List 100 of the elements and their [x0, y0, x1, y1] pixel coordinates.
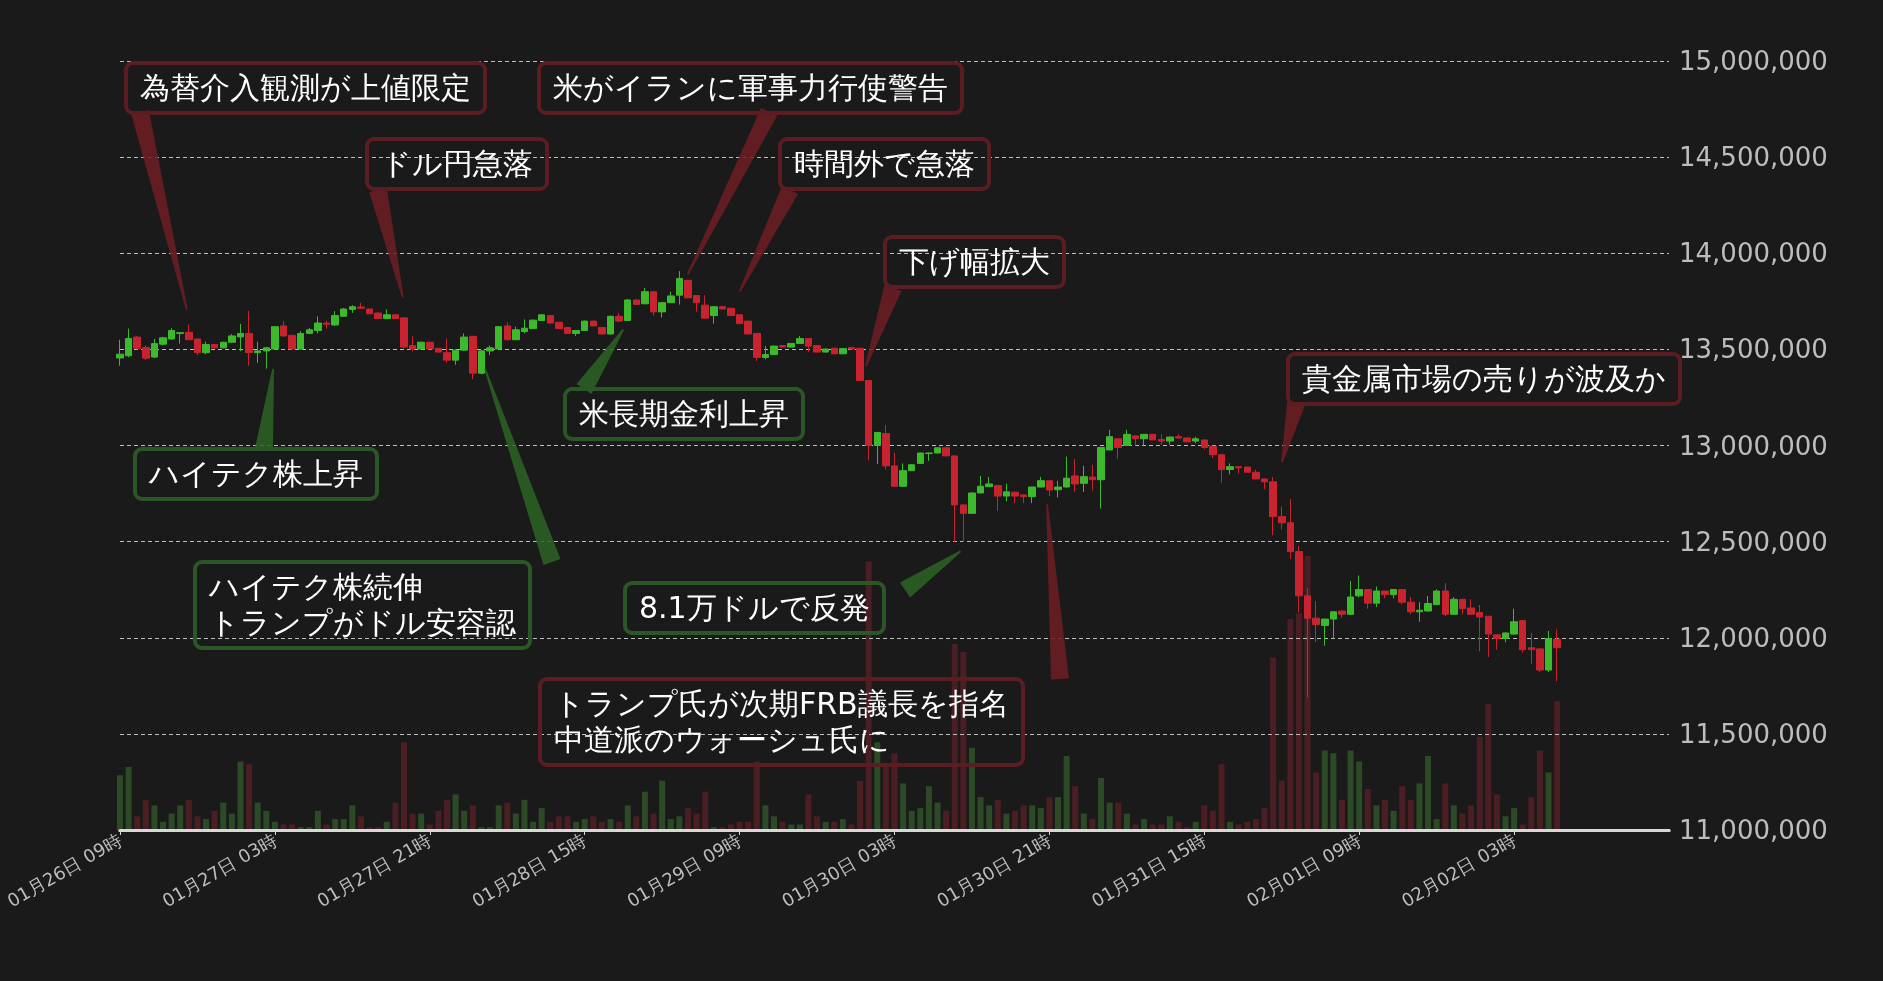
bar: [1098, 777, 1105, 830]
candlestick: [1338, 610, 1346, 619]
bar: [185, 799, 192, 830]
bar: [168, 813, 175, 830]
bar: [194, 816, 201, 830]
bar: [1468, 805, 1475, 830]
bar: [986, 805, 993, 830]
bar: [461, 810, 468, 830]
bar: [624, 805, 631, 830]
bar: [1020, 805, 1027, 830]
candlestick: [1192, 436, 1199, 444]
bar: [1055, 797, 1062, 830]
candlestick: [1347, 580, 1354, 616]
candlestick: [831, 347, 838, 355]
annotation: 8.1万ドルで反発: [639, 590, 870, 626]
bar: [1106, 802, 1113, 830]
x-tick-label: 01月27日 03時: [158, 828, 281, 912]
annotation: トランプ氏が次期FRB議長を指名: [554, 686, 1009, 722]
bar: [134, 816, 141, 830]
bar: [1141, 819, 1148, 830]
bar: [684, 808, 691, 830]
candlestick: [1003, 483, 1010, 502]
bar: [1364, 788, 1371, 830]
bar: [1278, 780, 1285, 830]
bar: [263, 810, 270, 830]
bar: [177, 805, 184, 830]
candlestick: [1450, 596, 1458, 616]
bar: [1425, 756, 1432, 830]
candlestick: [349, 304, 356, 314]
candlestick: [598, 326, 606, 335]
bar: [254, 802, 261, 830]
bar: [943, 810, 950, 830]
bar: [1459, 813, 1466, 830]
bar: [495, 805, 502, 830]
bar: [1485, 703, 1492, 830]
bar: [246, 764, 253, 830]
bar: [882, 766, 889, 830]
bar: [211, 810, 218, 830]
bar: [633, 816, 640, 830]
bar: [1072, 786, 1079, 830]
y-tick-label: 12,500,000: [1679, 526, 1828, 557]
y-tick-label: 13,000,000: [1679, 430, 1828, 461]
bar: [452, 794, 459, 830]
candlestick: [1519, 619, 1526, 654]
bar: [891, 753, 898, 830]
bar: [753, 761, 760, 830]
bar: [349, 805, 356, 830]
bar: [908, 810, 915, 830]
bar: [564, 816, 571, 830]
bar: [771, 816, 778, 830]
y-tick-label: 12,000,000: [1679, 622, 1828, 653]
candlestick: [1166, 436, 1174, 446]
candlestick: [1114, 437, 1122, 460]
bar: [1338, 799, 1345, 830]
bar: [762, 805, 769, 830]
bar: [418, 813, 425, 830]
candlestick: [1381, 590, 1389, 599]
bar: [340, 819, 347, 830]
bar: [857, 780, 864, 830]
bar: [1493, 794, 1500, 830]
bar: [151, 805, 158, 830]
bar: [1201, 805, 1208, 830]
y-tick-label: 15,000,000: [1679, 46, 1828, 76]
annotation: 米長期金利上昇: [579, 396, 789, 432]
candlestick: [1046, 479, 1053, 497]
bar: [1390, 810, 1397, 830]
bar: [1502, 816, 1509, 830]
candlestick: [245, 310, 253, 367]
candlestick: [202, 341, 210, 355]
bar: [1089, 819, 1096, 830]
bar: [1347, 750, 1354, 830]
candlestick: [1123, 429, 1131, 447]
bar: [1321, 750, 1328, 830]
y-tick-label: 11,500,000: [1679, 718, 1828, 749]
bar: [1287, 619, 1294, 830]
candlestick: [822, 348, 829, 353]
bar: [641, 791, 648, 830]
bar: [650, 813, 657, 830]
candlestick: [1071, 458, 1079, 493]
x-tick-label: 02月02日 03時: [1397, 828, 1520, 912]
bar: [1123, 813, 1130, 830]
bar: [1528, 797, 1535, 830]
candlestick: [1545, 630, 1552, 673]
candlestick: [710, 305, 718, 325]
bar: [469, 805, 476, 830]
bar: [237, 761, 244, 830]
candlestick: [650, 290, 657, 317]
bar: [1003, 813, 1010, 830]
candlestick: [1373, 585, 1380, 608]
candlestick: [994, 484, 1002, 512]
bar: [1330, 753, 1337, 830]
bar: [667, 819, 674, 830]
bar: [1046, 797, 1053, 830]
bar: [142, 799, 149, 830]
y-tick-label: 13,500,000: [1679, 334, 1828, 365]
candlestick: [590, 320, 597, 327]
x-tick-label: 01月31日 15時: [1087, 828, 1210, 912]
candlestick: [960, 504, 967, 543]
bar: [977, 797, 984, 830]
candlestick: [779, 344, 786, 348]
